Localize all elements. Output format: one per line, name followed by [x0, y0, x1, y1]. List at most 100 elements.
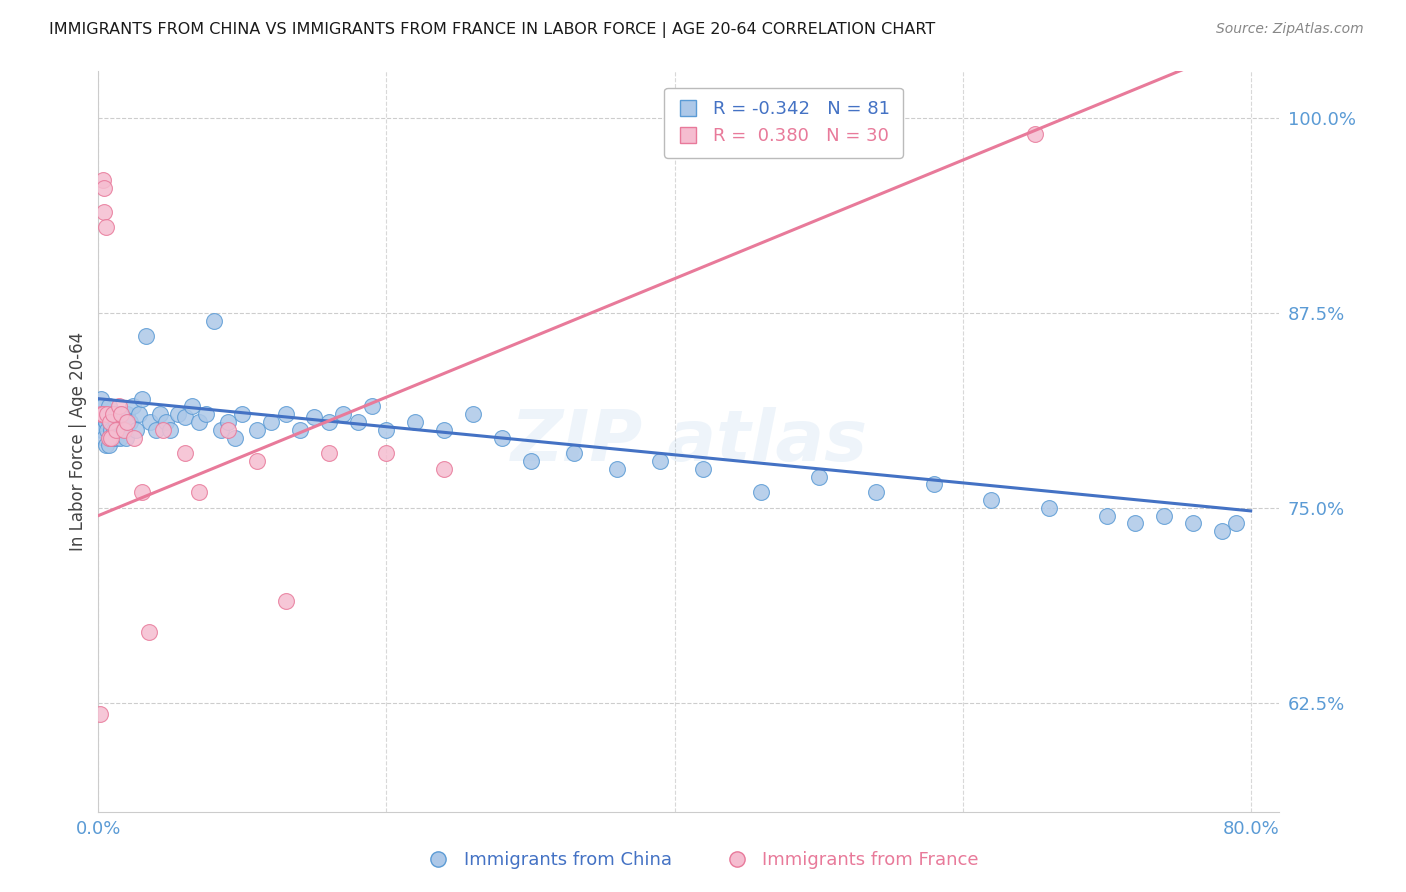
Point [93, 431, 115, 445]
Point [110, 407, 132, 421]
Point [93, 181, 115, 195]
Point [97, 400, 120, 414]
Point [304, 410, 326, 425]
Point [128, 407, 150, 421]
Point [692, 462, 714, 476]
Point [101, 407, 124, 421]
Point [274, 594, 297, 608]
Point [96, 407, 118, 421]
Point [1024, 127, 1046, 141]
Point [433, 462, 456, 476]
Point [120, 415, 142, 429]
Point [104, 431, 127, 445]
Point [217, 415, 239, 429]
Point [105, 407, 128, 421]
Point [97, 431, 120, 445]
Point [519, 454, 541, 468]
Point [491, 431, 513, 445]
Point [90, 392, 112, 406]
Point [145, 423, 167, 437]
Point [246, 454, 269, 468]
Point [89, 407, 111, 421]
Point [90, 407, 112, 421]
Point [260, 415, 283, 429]
Point [94, 438, 117, 452]
Point [155, 415, 177, 429]
Point [152, 423, 174, 437]
Point [122, 400, 145, 414]
Point [114, 431, 136, 445]
Point [124, 431, 146, 445]
Point [149, 407, 172, 421]
Point [181, 400, 204, 414]
Point [166, 407, 188, 421]
Point [135, 329, 157, 343]
Point [108, 431, 131, 445]
Point [807, 469, 830, 483]
Point [375, 423, 398, 437]
Point [361, 400, 384, 414]
Point [98, 431, 121, 445]
Y-axis label: In Labor Force | Age 20-64: In Labor Force | Age 20-64 [69, 332, 87, 551]
Point [1182, 516, 1205, 531]
Point [606, 462, 628, 476]
Point [195, 407, 218, 421]
Point [104, 423, 127, 437]
Point [100, 423, 122, 437]
Point [111, 423, 134, 437]
Point [93, 407, 115, 421]
Point [224, 431, 246, 445]
Point [188, 485, 211, 500]
Point [101, 407, 124, 421]
Point [115, 407, 138, 421]
Point [375, 446, 398, 460]
Point [112, 423, 135, 437]
Point [404, 415, 426, 429]
Point [94, 220, 117, 235]
Point [138, 625, 160, 640]
Point [91, 407, 114, 421]
Point [217, 423, 239, 437]
Point [346, 415, 368, 429]
Point [96, 410, 118, 425]
Point [188, 415, 211, 429]
Point [749, 485, 772, 500]
Point [1095, 508, 1118, 523]
Point [107, 423, 129, 437]
Text: ZIP atlas: ZIP atlas [510, 407, 868, 476]
Point [100, 431, 122, 445]
Point [246, 423, 269, 437]
Point [288, 423, 311, 437]
Point [980, 493, 1002, 508]
Point [97, 438, 120, 452]
Point [112, 410, 135, 425]
Point [202, 314, 225, 328]
Point [89, 706, 111, 721]
Point [139, 415, 162, 429]
Point [461, 407, 484, 421]
Point [1038, 500, 1060, 515]
Point [1225, 516, 1247, 531]
Point [562, 446, 585, 460]
Point [110, 407, 132, 421]
Point [173, 410, 195, 425]
Point [209, 423, 232, 437]
Point [91, 423, 114, 437]
Point [115, 415, 138, 429]
Point [91, 173, 114, 187]
Point [91, 400, 114, 414]
Point [318, 415, 340, 429]
Point [1125, 516, 1147, 531]
Point [650, 454, 672, 468]
Text: IMMIGRANTS FROM CHINA VS IMMIGRANTS FROM FRANCE IN LABOR FORCE | AGE 20-64 CORRE: IMMIGRANTS FROM CHINA VS IMMIGRANTS FROM… [49, 22, 935, 38]
Text: Source: ZipAtlas.com: Source: ZipAtlas.com [1216, 22, 1364, 37]
Point [1153, 508, 1175, 523]
Point [922, 477, 945, 491]
Point [96, 423, 118, 437]
Point [98, 415, 121, 429]
Point [131, 485, 153, 500]
Point [103, 423, 125, 437]
Point [865, 485, 887, 500]
Point [131, 392, 153, 406]
Point [93, 204, 115, 219]
